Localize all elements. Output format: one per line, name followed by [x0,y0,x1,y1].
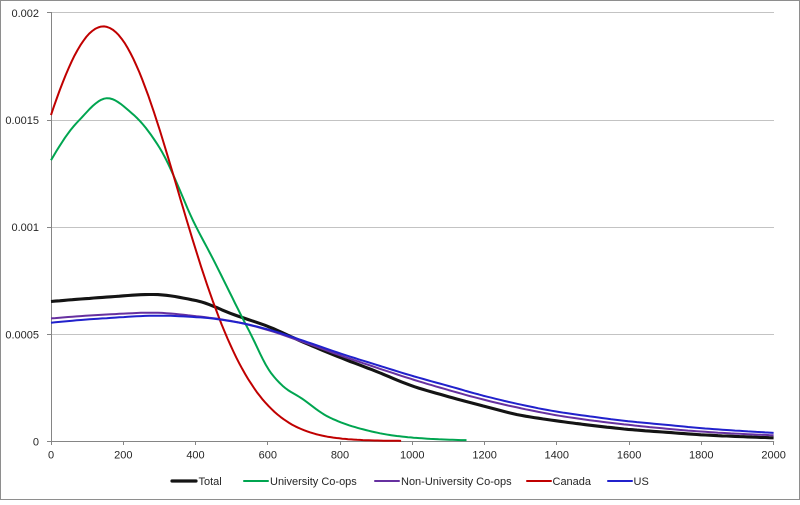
svg-text:400: 400 [186,450,204,462]
svg-text:0.002: 0.002 [11,8,39,20]
svg-text:Total: Total [199,476,222,488]
svg-text:0: 0 [48,450,54,462]
svg-text:800: 800 [331,450,349,462]
svg-text:1400: 1400 [545,450,569,462]
svg-text:US: US [634,476,649,488]
svg-text:1600: 1600 [617,450,641,462]
svg-text:0.0015: 0.0015 [5,115,39,127]
svg-text:200: 200 [114,450,132,462]
svg-text:2000: 2000 [761,450,785,462]
svg-text:1000: 1000 [400,450,424,462]
svg-text:Canada: Canada [553,476,592,488]
svg-text:0.001: 0.001 [11,222,39,234]
svg-text:University Co-ops: University Co-ops [270,476,357,488]
svg-text:Non-University Co-ops: Non-University Co-ops [401,476,512,488]
svg-text:1800: 1800 [689,450,713,462]
svg-text:0: 0 [33,436,39,448]
svg-text:600: 600 [259,450,277,462]
svg-text:1200: 1200 [472,450,496,462]
svg-text:0.0005: 0.0005 [5,329,39,341]
